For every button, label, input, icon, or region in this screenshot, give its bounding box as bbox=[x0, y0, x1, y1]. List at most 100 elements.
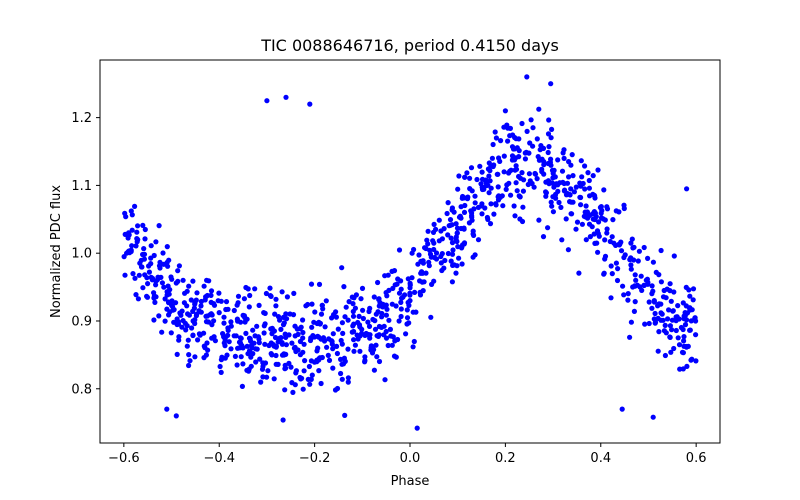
data-point bbox=[428, 254, 434, 260]
data-point bbox=[613, 242, 619, 248]
data-point bbox=[566, 174, 572, 180]
data-point bbox=[498, 138, 504, 144]
data-point bbox=[383, 302, 389, 308]
data-point bbox=[221, 320, 227, 326]
data-point bbox=[308, 376, 314, 382]
data-point bbox=[555, 188, 561, 194]
data-point bbox=[417, 289, 423, 295]
data-point bbox=[151, 317, 157, 323]
data-point bbox=[527, 140, 533, 146]
data-point bbox=[292, 333, 298, 339]
data-point bbox=[667, 288, 673, 294]
data-point bbox=[404, 315, 411, 321]
data-point bbox=[511, 157, 518, 163]
data-point bbox=[596, 233, 602, 239]
data-point bbox=[180, 318, 186, 324]
data-point bbox=[187, 358, 193, 364]
y-tick-label: 0.9 bbox=[71, 314, 92, 329]
data-point bbox=[326, 357, 333, 363]
data-point bbox=[671, 345, 677, 352]
data-point bbox=[333, 314, 339, 320]
data-point bbox=[486, 160, 492, 166]
data-point bbox=[549, 203, 555, 209]
data-point bbox=[359, 285, 366, 291]
data-point bbox=[280, 314, 287, 320]
data-point bbox=[436, 217, 442, 223]
y-axis-label: Normalized PDC flux bbox=[49, 185, 64, 318]
data-point bbox=[428, 314, 434, 320]
data-point bbox=[252, 286, 258, 292]
data-point bbox=[376, 358, 383, 365]
data-point bbox=[407, 292, 413, 298]
data-point bbox=[403, 331, 409, 337]
data-point bbox=[262, 341, 268, 347]
data-point bbox=[225, 325, 231, 331]
data-point bbox=[355, 319, 361, 326]
data-point bbox=[238, 335, 244, 341]
data-point bbox=[156, 223, 162, 229]
data-point bbox=[384, 306, 390, 312]
data-point bbox=[366, 308, 372, 315]
data-point bbox=[135, 296, 141, 302]
data-point bbox=[201, 343, 207, 349]
data-point bbox=[152, 299, 158, 305]
x-axis-ticks: −0.6 −0.4 −0.2 0.0 0.2 0.4 0.6 bbox=[108, 443, 706, 466]
data-point bbox=[283, 342, 289, 348]
data-point bbox=[316, 368, 322, 374]
data-point bbox=[655, 315, 661, 321]
x-tick-label: 0.0 bbox=[400, 451, 421, 466]
data-point bbox=[273, 361, 279, 367]
data-point bbox=[429, 281, 435, 287]
data-point bbox=[173, 280, 179, 286]
data-point bbox=[472, 200, 478, 206]
data-point bbox=[425, 228, 431, 234]
data-point bbox=[608, 295, 614, 301]
data-point bbox=[447, 217, 454, 223]
data-point bbox=[184, 288, 190, 294]
data-point bbox=[582, 163, 588, 169]
data-point bbox=[586, 185, 593, 191]
data-point bbox=[472, 193, 478, 199]
data-point bbox=[625, 297, 631, 303]
data-point bbox=[573, 184, 579, 190]
data-point bbox=[559, 237, 565, 243]
data-point bbox=[291, 290, 297, 296]
data-point bbox=[426, 259, 432, 265]
data-point bbox=[166, 300, 172, 306]
data-point bbox=[638, 273, 644, 279]
data-point bbox=[459, 261, 465, 267]
data-point bbox=[386, 287, 392, 293]
data-point bbox=[258, 379, 264, 385]
data-point bbox=[186, 312, 192, 318]
data-point bbox=[469, 217, 475, 223]
data-point bbox=[243, 284, 249, 291]
data-point bbox=[546, 144, 552, 150]
data-point bbox=[215, 298, 221, 304]
data-point bbox=[419, 279, 425, 285]
data-point bbox=[570, 173, 576, 179]
data-point bbox=[663, 330, 669, 336]
data-point bbox=[658, 247, 664, 254]
data-point bbox=[398, 313, 404, 320]
data-point bbox=[371, 367, 377, 373]
data-point bbox=[180, 277, 186, 283]
data-point bbox=[253, 359, 259, 365]
data-point bbox=[283, 94, 289, 100]
data-point bbox=[322, 324, 328, 330]
data-point bbox=[350, 301, 356, 307]
data-point bbox=[621, 205, 627, 212]
data-point bbox=[318, 380, 324, 387]
data-point bbox=[412, 289, 418, 295]
data-point bbox=[456, 173, 462, 179]
data-point bbox=[524, 74, 530, 80]
data-point bbox=[655, 348, 661, 354]
data-point bbox=[264, 374, 270, 380]
data-point bbox=[459, 195, 465, 201]
data-point bbox=[453, 270, 459, 276]
data-point bbox=[418, 270, 424, 276]
data-point bbox=[490, 163, 496, 170]
data-point bbox=[142, 236, 148, 242]
data-point bbox=[212, 338, 218, 344]
data-point bbox=[164, 244, 170, 250]
